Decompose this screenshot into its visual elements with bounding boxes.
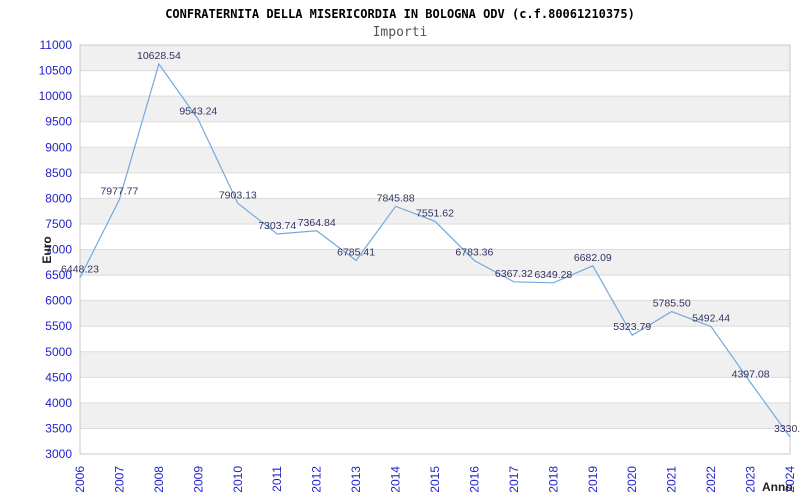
point-label: 6682.09 [574,252,612,264]
y-axis-title: Euro [40,236,54,264]
grid-band [80,45,790,71]
y-tick-label: 6500 [45,268,72,282]
point-label: 6349.28 [534,269,572,281]
point-label: 10628.54 [137,50,181,62]
x-tick-label: 2022 [704,466,718,493]
grid-band [80,402,790,429]
grid-band [80,351,790,378]
x-tick-label: 2018 [546,466,560,493]
point-label: 6367.32 [495,268,533,280]
grid-band [80,198,790,224]
x-tick-label: 2023 [744,466,758,493]
point-label: 7903.13 [219,189,257,201]
y-tick-label: 3500 [45,421,72,435]
x-tick-label: 2010 [231,466,245,493]
point-label: 3330.8 [774,423,800,435]
x-tick-label: 2012 [310,466,324,493]
x-tick-label: 2019 [586,466,600,493]
y-tick-label: 7500 [45,217,72,231]
y-tick-label: 9500 [45,115,72,129]
grid-band [80,96,790,122]
x-tick-label: 2020 [625,466,639,493]
y-tick-label: 10000 [39,89,73,103]
y-tick-label: 3000 [45,447,72,461]
point-label: 5785.50 [653,298,691,310]
chart-subtitle: Importi [372,25,428,40]
x-tick-label: 2024 [783,466,797,493]
point-label: 7551.62 [416,207,454,219]
point-label: 6785.41 [337,247,375,259]
y-tick-label: 10500 [39,64,73,78]
point-label: 5323.79 [613,321,651,333]
point-label: 6448.23 [61,264,99,276]
x-tick-label: 2008 [152,466,166,493]
y-tick-label: 9000 [45,140,72,154]
grid-band [80,300,790,327]
x-tick-label: 2014 [389,466,403,493]
chart-title: CONFRATERNITA DELLA MISERICORDIA IN BOLO… [165,7,635,21]
y-tick-label: 6000 [45,294,72,308]
y-tick-label: 5000 [45,345,72,359]
point-label: 9543.24 [179,106,217,118]
x-tick-label: 2017 [507,466,521,493]
x-tick-label: 2011 [270,466,284,492]
plot-border [79,44,791,455]
y-tick-label: 4000 [45,396,72,410]
point-label: 7364.84 [298,217,336,229]
x-tick-label: 2021 [665,466,679,493]
point-label: 7303.74 [258,220,296,232]
y-tick-label: 11000 [40,38,73,52]
point-label: 7845.88 [377,192,415,204]
x-axis-title: Anno [762,480,793,494]
point-label: 5492.44 [692,313,730,325]
grid-band [80,249,790,276]
point-label: 6783.36 [455,247,493,259]
x-tick-label: 2006 [73,466,87,493]
y-tick-label: 5500 [45,319,72,333]
point-label: 7977.77 [100,186,138,198]
y-tick-label: 4500 [45,370,72,384]
x-tick-label: 2007 [112,466,126,493]
y-tick-label: 8000 [45,191,72,205]
y-tick-label: 7000 [45,243,72,257]
grid-band [80,147,790,173]
x-tick-label: 2009 [191,466,205,493]
x-tick-label: 2013 [349,466,363,493]
series-line [79,62,791,438]
point-label: 4397.08 [732,369,770,381]
x-tick-label: 2016 [467,466,481,493]
y-tick-label: 8500 [45,166,72,180]
x-tick-label: 2015 [428,466,442,493]
